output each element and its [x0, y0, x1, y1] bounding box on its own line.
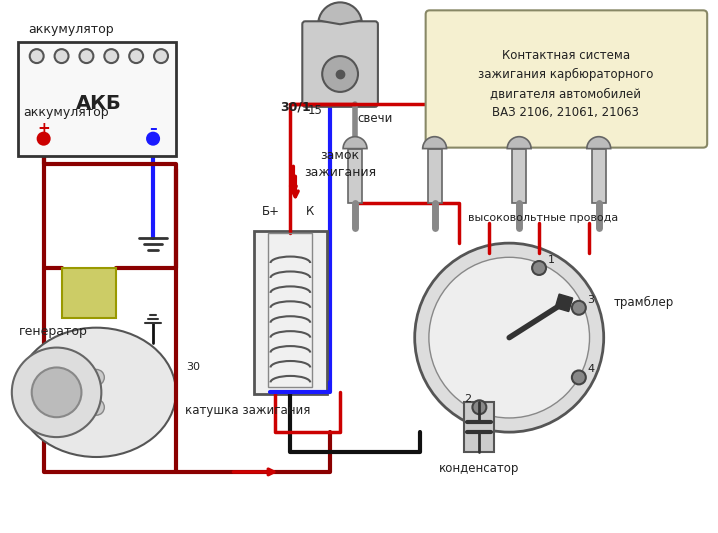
- Text: аккумулятор: аккумулятор: [24, 106, 109, 119]
- Circle shape: [415, 243, 604, 432]
- Circle shape: [147, 133, 159, 144]
- Text: высоковольтные провода: высоковольтные провода: [468, 213, 619, 223]
- Text: Б+: Б+: [261, 205, 279, 218]
- Text: конденсатор: конденсатор: [439, 462, 520, 475]
- Circle shape: [129, 49, 143, 63]
- Circle shape: [29, 49, 44, 63]
- Bar: [428, 149, 442, 203]
- FancyBboxPatch shape: [302, 21, 378, 107]
- Wedge shape: [423, 136, 447, 149]
- FancyBboxPatch shape: [426, 10, 707, 148]
- Wedge shape: [507, 136, 531, 149]
- Circle shape: [104, 49, 118, 63]
- Text: замок
зажигания: замок зажигания: [304, 149, 376, 179]
- Bar: [592, 149, 606, 203]
- Bar: [269, 233, 312, 387]
- FancyBboxPatch shape: [18, 42, 176, 156]
- Ellipse shape: [17, 328, 176, 457]
- Text: 15: 15: [308, 104, 322, 117]
- Wedge shape: [343, 136, 367, 149]
- Text: АКБ: АКБ: [75, 94, 121, 114]
- Circle shape: [37, 133, 50, 144]
- Circle shape: [322, 56, 358, 92]
- Circle shape: [572, 301, 586, 315]
- Text: 2: 2: [464, 394, 471, 405]
- Text: +: +: [37, 121, 50, 136]
- Circle shape: [52, 373, 91, 412]
- Circle shape: [11, 348, 101, 437]
- Text: 30: 30: [186, 362, 200, 373]
- Bar: [465, 402, 494, 452]
- Circle shape: [32, 367, 81, 417]
- Circle shape: [55, 49, 68, 63]
- FancyBboxPatch shape: [253, 231, 327, 394]
- Circle shape: [572, 370, 586, 384]
- Text: аккумулятор: аккумулятор: [29, 23, 114, 36]
- Bar: [512, 149, 526, 203]
- Text: 3: 3: [587, 295, 595, 305]
- Circle shape: [154, 49, 168, 63]
- Wedge shape: [319, 2, 362, 25]
- Text: –: –: [149, 121, 157, 136]
- Text: Контактная система
зажигания карбюраторного
двигателя автомобилей
ВАЗ 2106, 2106: Контактная система зажигания карбюраторн…: [478, 49, 653, 119]
- Text: 1: 1: [548, 255, 554, 265]
- Circle shape: [80, 49, 93, 63]
- Text: 30/1: 30/1: [280, 101, 311, 114]
- Text: катушка зажигания: катушка зажигания: [185, 404, 310, 417]
- Circle shape: [532, 261, 546, 275]
- Wedge shape: [587, 136, 611, 149]
- Text: свечи: свечи: [357, 112, 392, 125]
- Text: 4: 4: [587, 365, 595, 375]
- Bar: [348, 149, 362, 203]
- Circle shape: [88, 369, 104, 385]
- Text: К: К: [306, 205, 314, 218]
- Circle shape: [472, 400, 486, 414]
- Circle shape: [88, 399, 104, 415]
- Text: трамблер: трамблер: [614, 296, 674, 309]
- Text: генератор: генератор: [19, 325, 88, 337]
- Circle shape: [429, 257, 589, 418]
- Bar: [62, 268, 116, 318]
